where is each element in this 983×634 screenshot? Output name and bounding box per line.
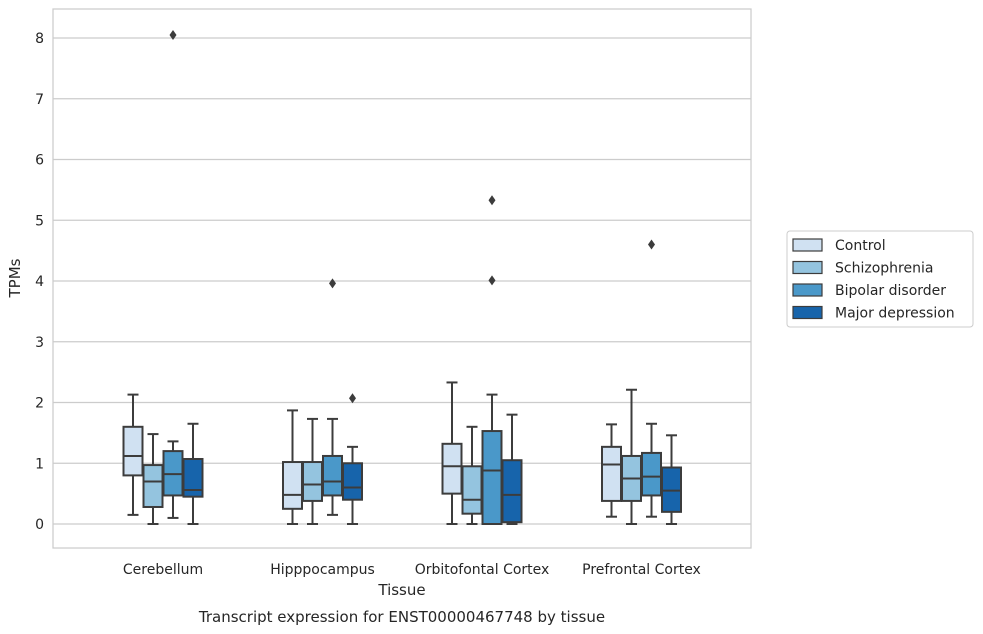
box-group	[501, 413, 523, 525]
y-tick-label: 1	[35, 456, 44, 472]
outlier-point	[648, 239, 655, 250]
y-axis-ticks: 0 1 2 3 4 5 6 7 8	[35, 31, 44, 533]
box-iqr	[481, 430, 503, 525]
box-group	[601, 423, 622, 518]
legend-label: Major depression	[835, 306, 955, 322]
outlier-point	[169, 29, 177, 40]
box-iqr	[641, 451, 662, 497]
box-iqr	[122, 425, 144, 477]
x-tick-label: Prefrontal Cortex	[582, 562, 701, 578]
box-iqr	[302, 461, 323, 502]
box-group	[282, 409, 303, 525]
box-group	[342, 393, 363, 525]
legend-label: Bipolar disorder	[835, 283, 946, 299]
box-iqr	[282, 461, 303, 510]
y-tick-label: 6	[35, 153, 44, 169]
box-iqr	[342, 462, 363, 501]
box-iqr	[322, 454, 343, 497]
box-iqr	[461, 465, 483, 515]
outlier-point	[329, 278, 336, 289]
legend-frame	[786, 230, 974, 328]
box-iqr	[601, 445, 622, 502]
grid-lines	[53, 37, 751, 525]
x-axis-label: Tissue	[377, 581, 425, 599]
y-tick-label: 3	[35, 335, 44, 351]
y-tick-label: 4	[35, 274, 44, 290]
y-tick-label: 0	[35, 517, 44, 533]
legend-swatch	[792, 238, 823, 252]
box-group	[661, 434, 682, 525]
legend-label: Control	[835, 238, 886, 254]
chart-caption: Transcript expression for ENST0000046774…	[198, 608, 605, 626]
y-tick-label: 7	[35, 92, 44, 108]
box-iqr	[142, 464, 164, 508]
box-iqr	[441, 442, 463, 495]
x-tick-label: Hipppocampus	[270, 562, 375, 578]
y-axis-label: TPMs	[6, 258, 24, 298]
y-tick-label: 8	[35, 31, 44, 47]
box-group	[182, 422, 204, 525]
x-tick-label: Orbitofontal Cortex	[415, 562, 550, 578]
box-group	[162, 29, 184, 519]
outlier-point	[488, 195, 496, 206]
legend-swatch	[792, 305, 823, 320]
box-series	[122, 29, 682, 525]
legend-label: Schizophrenia	[835, 261, 933, 277]
y-tick-label: 5	[35, 213, 44, 229]
plot-area-frame	[52, 8, 752, 549]
outlier-point	[349, 393, 356, 404]
legend: Control Schizophrenia Bipolar disorder Majo…	[786, 230, 974, 328]
legend-swatch	[792, 283, 823, 297]
box-group	[322, 278, 343, 516]
x-tick-label: Cerebellum	[123, 562, 203, 578]
outlier-point	[488, 275, 496, 286]
box-iqr	[501, 459, 523, 524]
legend-swatch	[792, 260, 823, 275]
box-group	[461, 425, 483, 525]
box-group	[621, 388, 642, 525]
box-group	[122, 393, 144, 516]
box-iqr	[182, 457, 204, 498]
y-tick-label: 2	[35, 396, 44, 412]
x-axis-ticks: Cerebellum Hipppocampus Orbitofontal Corte…	[123, 562, 701, 578]
